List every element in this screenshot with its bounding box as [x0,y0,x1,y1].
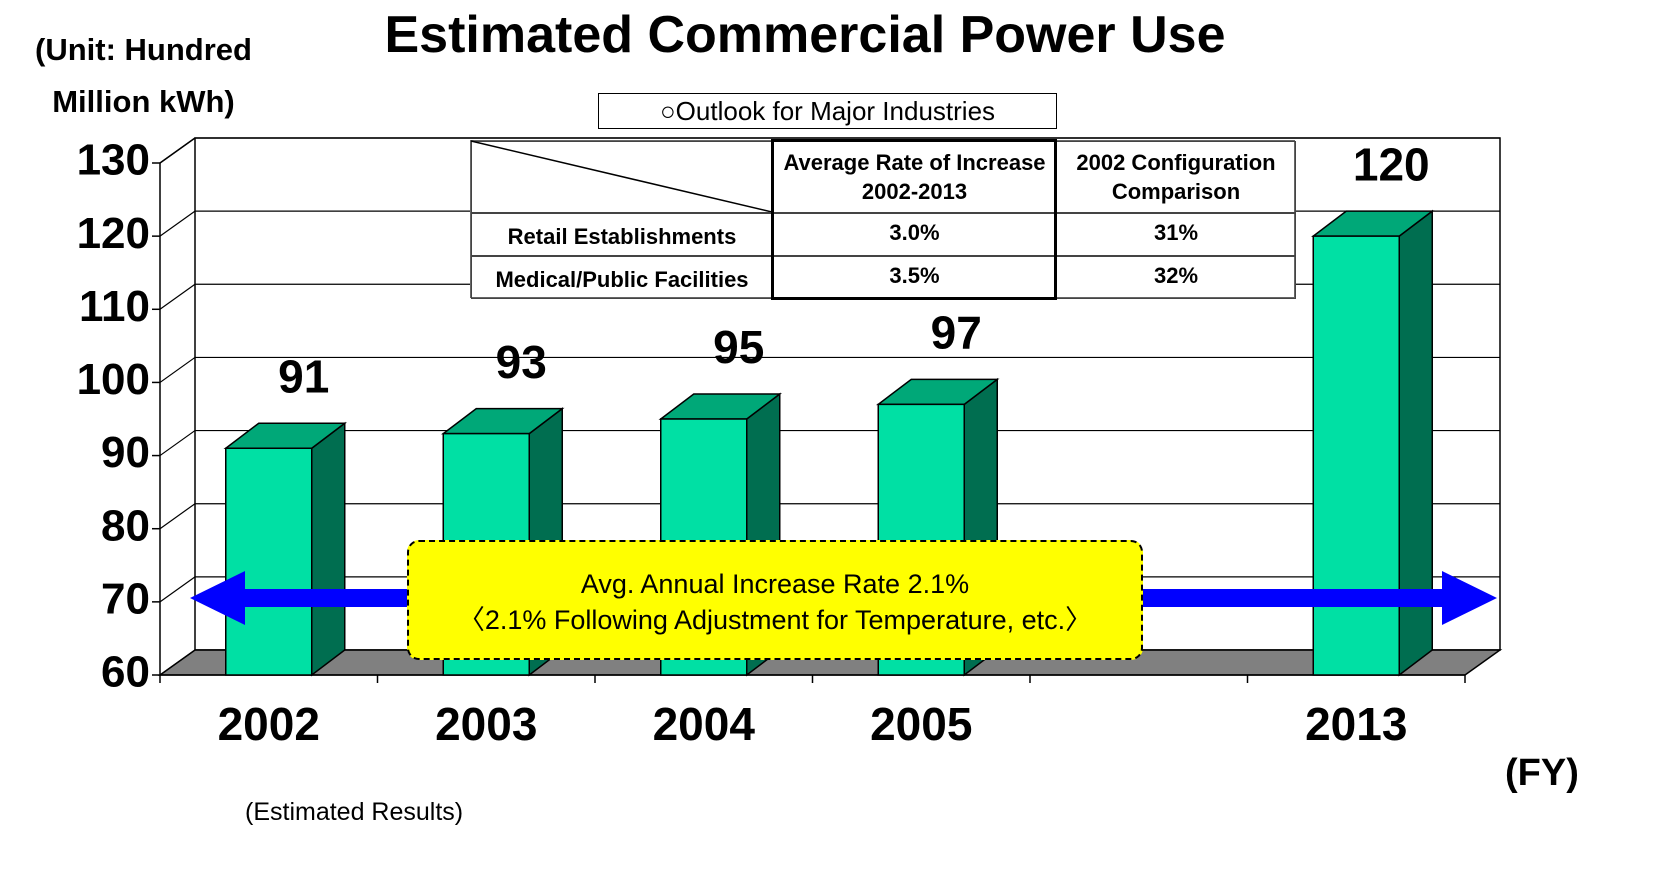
annotation-box: Avg. Annual Increase Rate 2.1% 〈2.1% Fol… [407,540,1143,660]
bar [1312,235,1400,676]
y-tick-label: 100 [77,355,150,404]
data-label: 95 [713,321,764,373]
column-header: 2002 Configuration Comparison [1056,141,1296,213]
table-title: ○Outlook for Major Industries [598,93,1057,129]
x-tick-label: 2005 [870,698,972,750]
note: (Estimated Results) [245,798,464,826]
grid-line-side [159,283,196,310]
table: Average Rate of Increase 2002-2013 2002 … [470,140,1296,299]
bar-side [311,421,346,677]
grid-line-side [159,649,196,676]
chart-title: Estimated Commercial Power Use [384,6,1226,64]
y-tick-label: 110 [79,282,150,331]
y-axis-label: (Unit: Hundred Million kWh) [35,32,252,119]
annotation: 〈2.1% Following Adjustment for Temperatu… [457,605,1093,635]
y-tick-label: 70 [101,574,150,623]
annotation: Avg. Annual Increase Rate 2.1% [580,569,970,599]
grid-line-side [159,137,196,164]
y-tick-label: 60 [101,648,150,697]
row-label: Retail Establishments [471,213,773,256]
y-tick-label: 130 [77,136,150,185]
x-tick-label: 2013 [1305,698,1407,750]
data-label: 120 [1353,138,1430,190]
grid-line-side [159,210,196,237]
x-tick-label: 2002 [218,698,320,750]
row-label: Medical/Public Facilities [471,256,773,299]
grid-line-side [159,356,196,383]
y-tick-label: 90 [101,428,150,477]
grid-line-side [159,576,196,603]
cell: 31% [1056,213,1296,256]
data-label: 97 [931,307,982,359]
column-header: Average Rate of Increase 2002-2013 [773,141,1056,213]
corner-diagonal [470,140,772,212]
y-tick-label: 80 [101,501,150,550]
x-tick-label: 2003 [435,698,537,750]
x-axis-label: (FY) [1505,752,1579,794]
data-label: 91 [278,350,329,402]
y-tick-label: 120 [77,209,150,258]
data-label: 93 [496,336,547,388]
bar [225,447,313,676]
cell: 32% [1056,256,1296,299]
arrow-head [190,571,245,625]
grid-line-side [159,503,196,530]
grid-line-side [159,430,196,457]
arrow-head [1442,571,1497,625]
x-tick-label: 2004 [653,698,756,750]
table-highlight [771,139,1057,300]
